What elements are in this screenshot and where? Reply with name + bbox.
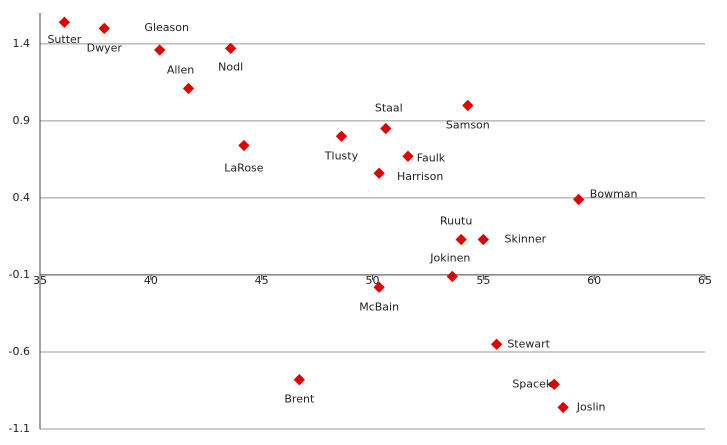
point — [380, 122, 392, 135]
point-label: Skinner — [505, 232, 547, 245]
x-tick-label: 50 — [366, 274, 380, 287]
point — [548, 378, 560, 390]
point-label: Ruutu — [440, 214, 472, 227]
point — [373, 167, 385, 179]
point-label: Jokinen — [429, 251, 470, 264]
point — [238, 139, 250, 152]
point-label: Brent — [284, 393, 315, 406]
point — [490, 338, 503, 350]
point-label: Sutter — [47, 33, 81, 46]
x-tick-label: 65 — [698, 274, 712, 287]
point — [446, 270, 458, 283]
point-label: Nodl — [218, 60, 243, 73]
point-label: McBain — [359, 300, 399, 313]
point-label: Dwyer — [87, 41, 123, 54]
point-label: Spacek — [512, 377, 553, 390]
x-tick-label: 45 — [255, 274, 269, 287]
point — [402, 150, 414, 162]
point — [572, 193, 585, 206]
point-label: Samson — [446, 118, 490, 131]
x-tick-label: 40 — [144, 274, 158, 287]
y-tick-label: -0.6 — [9, 345, 30, 358]
point — [373, 281, 385, 293]
y-tick-label: 0.4 — [13, 191, 31, 204]
point — [335, 130, 348, 142]
x-tick-label: 55 — [476, 274, 490, 287]
point-label: Allen — [167, 63, 194, 76]
x-tick-label: 60 — [587, 274, 601, 287]
point-label: Stewart — [507, 337, 550, 350]
point — [293, 374, 306, 386]
point — [58, 16, 71, 28]
point — [224, 42, 237, 55]
y-tick-label: 0.9 — [13, 114, 31, 127]
point-label: LaRose — [224, 162, 263, 175]
point-label: Staal — [375, 102, 403, 115]
x-tick-label: 35 — [33, 274, 47, 287]
point-label: Tlusty — [324, 149, 359, 162]
y-tick-label: -1.1 — [9, 422, 30, 435]
point-label: Gleason — [144, 21, 189, 34]
y-tick-label: 1.4 — [13, 37, 31, 50]
point-label: Harrison — [397, 170, 443, 183]
point — [182, 82, 195, 95]
point-label: Bowman — [590, 187, 638, 200]
point-label: Faulk — [417, 151, 446, 164]
point — [98, 22, 110, 35]
point-label: Joslin — [576, 400, 606, 413]
point — [477, 233, 489, 246]
point — [154, 44, 166, 56]
point — [462, 99, 474, 112]
point — [557, 401, 569, 414]
y-tick-label: -0.1 — [9, 268, 30, 281]
point — [455, 233, 467, 246]
